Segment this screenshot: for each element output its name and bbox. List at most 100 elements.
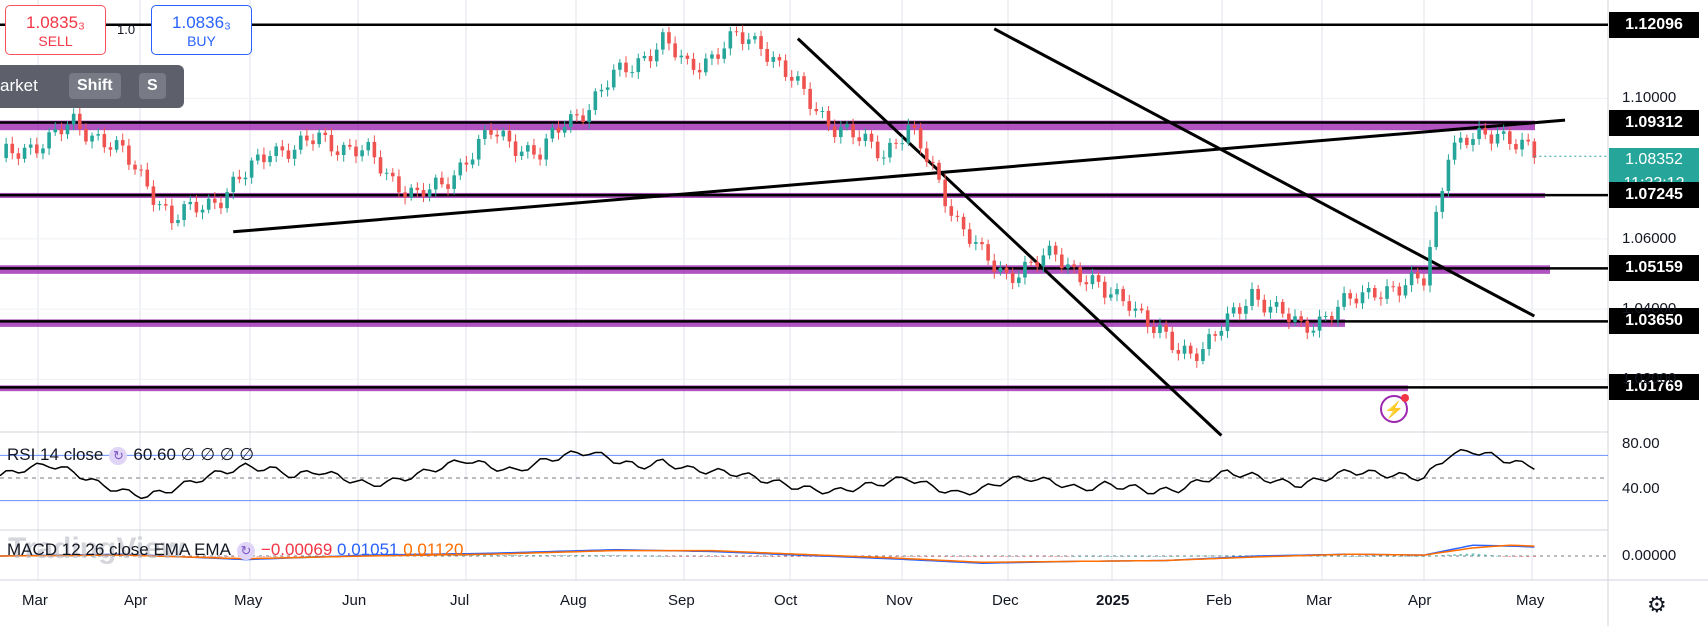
macd-histogram-bar <box>630 555 634 557</box>
macd-histogram-bar <box>1213 555 1217 557</box>
candle-body <box>691 58 696 70</box>
refresh-icon[interactable]: ↻ <box>109 446 128 465</box>
candle-body <box>1059 254 1064 269</box>
candle-body <box>937 162 941 180</box>
macd-histogram-bar <box>1502 556 1505 557</box>
candle-body <box>1194 353 1199 361</box>
macd-histogram-bar <box>1091 556 1094 557</box>
sell-button[interactable]: 1.0835₃ SELL <box>5 5 106 55</box>
time-tick-label: Feb <box>1206 592 1232 609</box>
candle-body <box>507 130 512 142</box>
macd-histogram-bar <box>1367 556 1370 557</box>
macd-legend[interactable]: MACD 12 26 close EMA EMA ↻ −0.00069 0.0105… <box>7 540 463 560</box>
candle-body <box>41 148 45 154</box>
hotkey-tooltip: arket Shift S <box>0 65 184 108</box>
macd-histogram-bar <box>673 556 677 557</box>
candle-body <box>704 58 708 73</box>
candle-body <box>53 129 58 133</box>
candle-body <box>1532 141 1537 158</box>
macd-signal-line <box>0 544 1535 564</box>
candle-body <box>519 151 524 156</box>
shift-key: Shift <box>69 73 121 99</box>
candle-body <box>1287 313 1291 323</box>
macd-histogram-bar <box>753 556 757 557</box>
candle-body <box>90 135 94 142</box>
rsi-legend[interactable]: RSI 14 close ↻ 60.60 ∅ ∅ ∅ ∅ <box>7 445 254 465</box>
candle-body <box>980 242 984 245</box>
candle-body <box>575 114 579 116</box>
candle-body <box>581 115 585 123</box>
candle-body <box>513 141 518 156</box>
candle-body <box>943 179 947 207</box>
macd-histogram-bar <box>207 556 210 557</box>
trendline <box>993 27 1536 318</box>
candle-body <box>268 156 272 163</box>
macd-histogram-bar <box>716 556 720 557</box>
candle-body <box>1372 288 1377 298</box>
macd-histogram-bar <box>219 556 223 557</box>
candle-body <box>1415 272 1420 279</box>
macd-histogram-bar <box>1097 556 1100 557</box>
sell-label: SELL <box>38 33 73 49</box>
macd-histogram-bar <box>532 555 536 556</box>
buy-button[interactable]: 1.0836₃ BUY <box>151 5 252 55</box>
macd-histogram-bar <box>710 556 714 557</box>
candle-body <box>618 62 622 70</box>
candle-body <box>1323 316 1328 318</box>
macd-histogram-bar <box>213 556 217 557</box>
macd-histogram-bar <box>477 555 481 556</box>
time-tick-label: Sep <box>668 592 695 609</box>
macd-histogram-bar <box>1348 556 1352 557</box>
macd-histogram-bar <box>1170 555 1174 557</box>
candle-body <box>366 141 371 151</box>
candle-body <box>538 154 542 160</box>
macd-histogram-bar <box>661 556 665 557</box>
candle-body <box>145 169 150 187</box>
candle-body <box>992 260 997 272</box>
refresh-icon[interactable]: ↻ <box>236 541 255 560</box>
macd-histogram-bar <box>986 556 990 557</box>
candle-body <box>1526 139 1531 142</box>
candle-body <box>550 127 555 139</box>
candle-body <box>924 148 929 162</box>
candle-body <box>133 164 137 170</box>
macd-histogram-bar <box>538 555 542 556</box>
time-tick-label: Jul <box>450 592 470 609</box>
candle-body <box>188 201 193 205</box>
candle-body <box>802 76 806 89</box>
macd-histogram-bar <box>563 555 566 556</box>
candle-body <box>390 172 395 177</box>
macd-histogram-bar <box>1035 556 1039 557</box>
macd-histogram-bar <box>956 556 959 557</box>
macd-histogram-bar <box>508 555 511 556</box>
candle-body <box>1182 345 1187 354</box>
time-tick-label: Dec <box>992 592 1019 609</box>
macd-histogram-bar <box>992 556 996 557</box>
candle-body <box>1047 245 1052 256</box>
candle-body <box>1403 285 1408 296</box>
candle-body <box>489 129 493 135</box>
candle-body <box>759 36 763 50</box>
candle-body <box>213 198 217 203</box>
candle-body <box>170 205 174 224</box>
gear-icon[interactable]: ⚙ <box>1647 592 1667 617</box>
candle-body <box>1477 127 1481 140</box>
macd-histogram-bar <box>1330 555 1334 557</box>
spread-value: 1.0 <box>117 22 136 37</box>
macd-histogram-bar <box>667 556 671 557</box>
candle-body <box>722 48 727 59</box>
candle-body <box>182 204 186 220</box>
candle-body <box>894 142 898 144</box>
price-tick-label: 1.10000 <box>1622 89 1677 107</box>
candle-body <box>1262 299 1267 313</box>
macd-histogram-bar <box>1324 555 1327 557</box>
candle-body <box>1256 288 1260 300</box>
candle-body <box>568 114 573 128</box>
candle-body <box>648 55 653 62</box>
macd-histogram-bar <box>962 556 965 557</box>
macd-histogram-bar <box>741 556 744 557</box>
macd-histogram-bar <box>600 555 603 556</box>
candle-body <box>458 162 463 176</box>
macd-histogram-bar <box>1336 555 1340 557</box>
